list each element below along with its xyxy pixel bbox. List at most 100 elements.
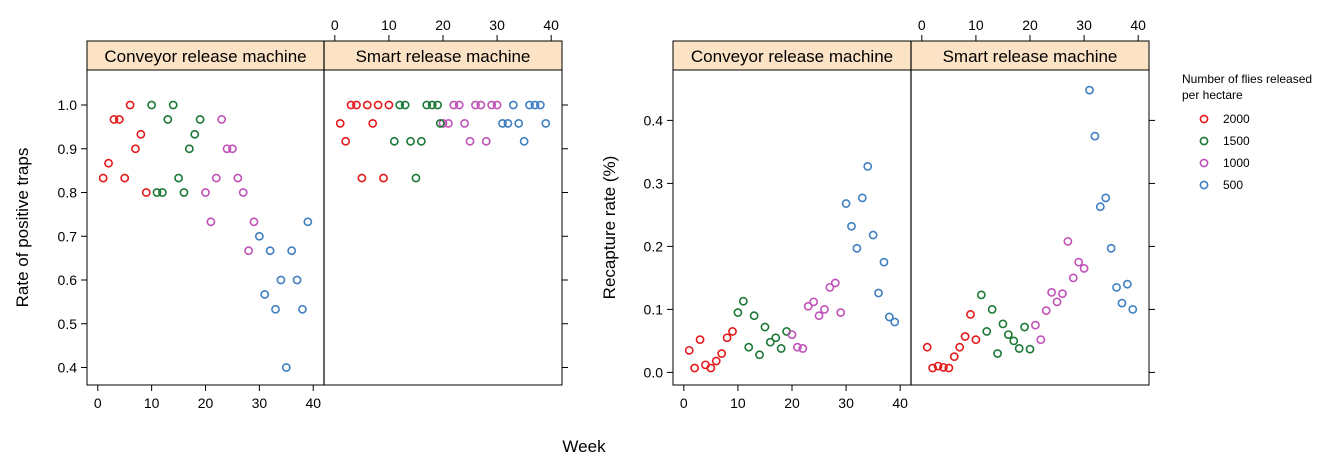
data-point-500 xyxy=(260,290,270,299)
data-point-1000 xyxy=(1079,264,1089,273)
data-point-1000 xyxy=(793,342,802,352)
data-point-2000 xyxy=(98,173,108,183)
data-point-500 xyxy=(884,312,894,322)
data-point-2000 xyxy=(928,363,938,373)
data-point-1500 xyxy=(163,115,173,124)
data-point-1500 xyxy=(422,100,432,110)
data-point-2000 xyxy=(722,333,732,343)
data-point-500 xyxy=(1112,282,1121,292)
data-point-1000 xyxy=(206,217,216,227)
data-point-2000 xyxy=(966,310,975,319)
x-tick-label: 40 xyxy=(892,395,908,411)
data-point-1500 xyxy=(755,350,764,360)
data-point-2000 xyxy=(922,342,932,352)
data-point-2000 xyxy=(944,363,954,373)
data-point-1500 xyxy=(184,144,194,154)
data-point-2000 xyxy=(711,356,721,366)
data-point-500 xyxy=(863,161,873,171)
data-point-500 xyxy=(1101,193,1111,203)
data-point-1000 xyxy=(836,308,846,317)
data-point-2000 xyxy=(346,100,356,110)
data-point-2000 xyxy=(131,144,140,154)
data-point-1500 xyxy=(174,173,183,183)
x-tick-label: 40 xyxy=(305,395,321,411)
data-point-1500 xyxy=(744,342,754,352)
data-point-1000 xyxy=(481,136,491,146)
y-tick-label: 0.6 xyxy=(58,272,78,288)
data-point-500 xyxy=(254,231,264,241)
data-point-2000 xyxy=(690,363,700,373)
data-point-500 xyxy=(508,100,518,110)
data-point-1000 xyxy=(803,301,813,311)
data-point-1000 xyxy=(233,173,243,183)
y-tick-label: 0.9 xyxy=(58,141,78,157)
strip-bg xyxy=(86,40,325,71)
data-point-500 xyxy=(281,363,291,372)
legend-title-line1: Number of flies released xyxy=(1182,72,1312,86)
legend-label: 1000 xyxy=(1223,156,1250,170)
data-point-1000 xyxy=(1058,289,1067,299)
data-point-1500 xyxy=(749,311,759,321)
data-point-500 xyxy=(535,100,545,110)
data-point-1500 xyxy=(195,115,205,124)
data-point-1000 xyxy=(825,282,835,292)
data-point-1000 xyxy=(222,144,232,154)
data-point-2000 xyxy=(933,361,943,371)
data-point-500 xyxy=(298,304,307,314)
x-tick-label: 30 xyxy=(838,395,854,411)
data-point-2000 xyxy=(368,118,378,128)
data-point-1000 xyxy=(465,136,475,146)
data-point-2000 xyxy=(706,363,716,373)
data-point-1500 xyxy=(976,290,986,300)
data-point-1500 xyxy=(158,188,167,197)
data-point-500 xyxy=(498,118,507,128)
data-point-1000 xyxy=(211,173,221,183)
data-point-1500 xyxy=(416,136,426,146)
strip-bg xyxy=(323,40,563,71)
data-point-1000 xyxy=(809,297,819,307)
data-point-1500 xyxy=(993,349,1002,358)
data-point-1500 xyxy=(168,100,178,110)
data-point-1500 xyxy=(987,304,997,314)
data-point-1500 xyxy=(433,100,442,110)
data-point-1000 xyxy=(820,304,829,314)
data-point-500 xyxy=(1117,298,1127,308)
data-point-1500 xyxy=(395,100,405,110)
data-point-1000 xyxy=(487,100,497,110)
data-point-2000 xyxy=(373,100,383,110)
data-point-1000 xyxy=(492,100,502,110)
data-point-1500 xyxy=(1025,344,1035,354)
legend-marker-2000 xyxy=(1199,114,1209,124)
data-point-1500 xyxy=(190,129,200,139)
x-tick-label-top: 0 xyxy=(918,17,926,33)
data-point-2000 xyxy=(357,173,367,183)
data-point-1500 xyxy=(765,337,775,347)
data-point-500 xyxy=(841,199,851,208)
y-tick-label: 0.2 xyxy=(644,238,664,254)
y-tick-label: 0.4 xyxy=(58,360,78,376)
data-point-2000 xyxy=(695,335,705,345)
data-point-1000 xyxy=(444,118,453,128)
x-axis-title: Week xyxy=(562,437,606,456)
data-point-2000 xyxy=(141,188,151,197)
x-tick-label-top: 10 xyxy=(968,17,984,33)
chart-1: Conveyor release machine Smart release ma… xyxy=(13,17,568,411)
data-point-1000 xyxy=(249,217,259,227)
data-point-2000 xyxy=(109,115,119,124)
legend-label: 500 xyxy=(1223,178,1243,192)
legend-label: 1500 xyxy=(1223,134,1250,148)
strip-bg xyxy=(910,40,1150,71)
panel-points xyxy=(335,100,551,183)
strip-label: Conveyor release machine xyxy=(104,47,306,66)
data-point-500 xyxy=(287,246,297,256)
legend-label: 2000 xyxy=(1223,112,1250,126)
data-point-1000 xyxy=(1068,273,1078,283)
data-point-1500 xyxy=(152,188,162,197)
data-point-2000 xyxy=(949,352,959,362)
data-point-500 xyxy=(857,193,867,203)
data-point-1000 xyxy=(1031,320,1040,330)
x-tick-label: 10 xyxy=(144,395,160,411)
data-point-1000 xyxy=(449,100,459,110)
data-point-2000 xyxy=(352,100,361,110)
